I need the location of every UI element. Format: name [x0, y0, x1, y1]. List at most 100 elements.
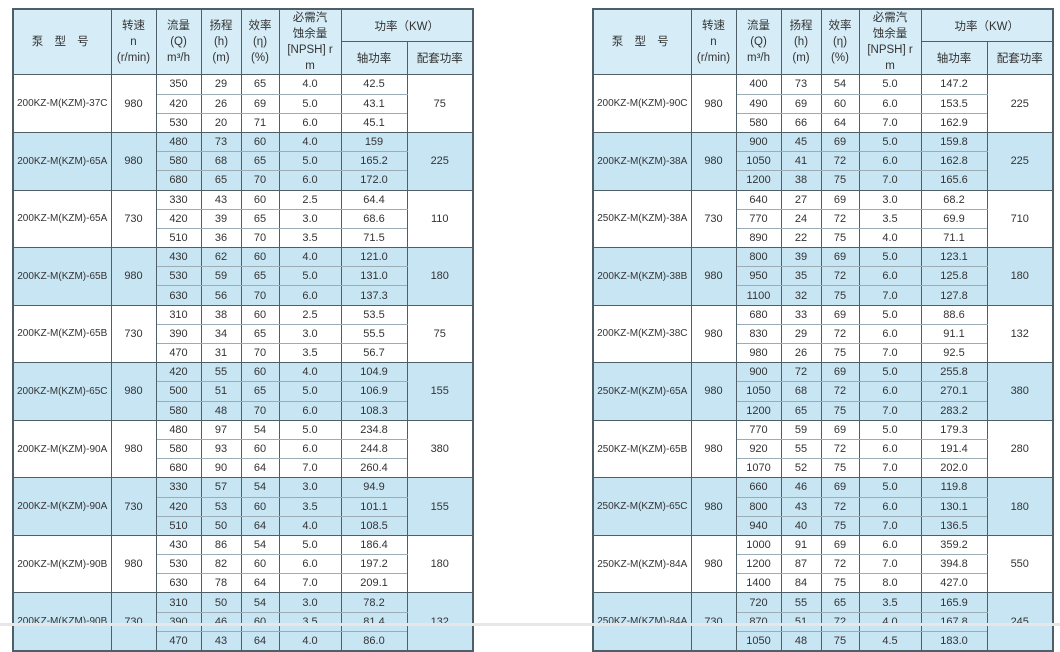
shaft-power-cell: 94.9 — [340, 477, 408, 498]
shaft-power-cell: 43.1 — [340, 94, 408, 114]
flow-cell: 470 — [155, 343, 202, 364]
head-cell: 41 — [780, 151, 822, 172]
col-header-power: 功率（KW） — [340, 9, 474, 43]
head-cell: 39 — [780, 247, 822, 268]
npsh-cell: 8.0 — [858, 573, 922, 594]
flow-cell: 420 — [155, 209, 202, 229]
matching-power-cell: 180 — [986, 247, 1054, 306]
flow-cell: 490 — [735, 94, 782, 114]
npsh-cell: 6.0 — [858, 381, 922, 402]
model-cell: 250KZ-M(KZM)-38A — [592, 190, 692, 249]
col-header-shaft-power: 轴功率 — [340, 41, 408, 76]
npsh-cell: 4.0 — [858, 612, 922, 632]
head-cell: 34 — [200, 324, 242, 345]
shaft-power-cell: 244.8 — [340, 439, 408, 460]
model-cell: 200KZ-M(KZM)-38B — [592, 247, 692, 306]
npsh-cell: 6.0 — [278, 170, 342, 191]
efficiency-cell: 65 — [240, 266, 280, 287]
col-header-efficiency: 效率 (η) (%) — [820, 9, 860, 76]
shaft-power-cell: 179.3 — [920, 420, 988, 440]
shaft-power-cell: 191.4 — [920, 439, 988, 460]
npsh-cell: 5.0 — [278, 94, 342, 114]
head-cell: 48 — [780, 631, 822, 652]
col-header-speed: 转速 n (r/min) — [110, 9, 157, 76]
head-cell: 32 — [780, 285, 822, 306]
npsh-cell: 7.0 — [858, 113, 922, 133]
efficiency-cell: 72 — [820, 612, 860, 632]
col-header-shaft-power: 轴功率 — [920, 41, 988, 76]
shaft-power-cell: 255.8 — [920, 362, 988, 383]
model-cell: 200KZ-M(KZM)-65A — [12, 132, 112, 191]
model-cell: 200KZ-M(KZM)-65C — [12, 362, 112, 421]
head-cell: 43 — [780, 497, 822, 517]
npsh-cell: 2.5 — [278, 190, 342, 210]
flow-cell: 680 — [735, 305, 782, 325]
col-header-efficiency: 效率 (η) (%) — [240, 9, 280, 76]
flow-cell: 580 — [735, 113, 782, 133]
flow-cell: 900 — [735, 132, 782, 153]
npsh-cell: 4.0 — [278, 631, 342, 652]
head-cell: 86 — [200, 535, 242, 556]
npsh-cell: 5.0 — [858, 362, 922, 383]
head-cell: 97 — [200, 420, 242, 440]
npsh-cell: 5.0 — [858, 305, 922, 325]
npsh-cell: 7.0 — [858, 285, 922, 306]
model-cell: 250KZ-M(KZM)-84A — [592, 592, 692, 652]
head-cell: 39 — [200, 209, 242, 229]
flow-cell: 470 — [155, 631, 202, 652]
model-cell: 200KZ-M(KZM)-90A — [12, 477, 112, 536]
model-cell: 200KZ-M(KZM)-65A — [12, 190, 112, 249]
shaft-power-cell: 92.5 — [920, 343, 988, 364]
npsh-cell: 6.0 — [278, 285, 342, 306]
efficiency-cell: 75 — [820, 631, 860, 652]
shaft-power-cell: 394.8 — [920, 554, 988, 575]
flow-cell: 770 — [735, 420, 782, 440]
efficiency-cell: 69 — [820, 362, 860, 383]
shaft-power-cell: 162.9 — [920, 113, 988, 133]
head-cell: 48 — [200, 401, 242, 421]
flow-cell: 530 — [155, 554, 202, 575]
head-cell: 50 — [200, 516, 242, 536]
head-cell: 29 — [780, 324, 822, 345]
efficiency-cell: 70 — [240, 401, 280, 421]
npsh-cell: 5.0 — [858, 74, 922, 95]
npsh-cell: 7.0 — [858, 401, 922, 421]
speed-cell: 730 — [110, 477, 157, 536]
speed-cell: 730 — [110, 190, 157, 249]
head-cell: 90 — [200, 458, 242, 479]
head-cell: 62 — [200, 247, 242, 268]
model-cell: 250KZ-M(KZM)-65C — [592, 477, 692, 536]
shaft-power-cell: 55.5 — [340, 324, 408, 345]
shaft-power-cell: 197.2 — [340, 554, 408, 575]
speed-cell: 980 — [690, 535, 737, 594]
npsh-cell: 6.0 — [278, 554, 342, 575]
npsh-cell: 3.5 — [278, 343, 342, 364]
flow-cell: 800 — [735, 247, 782, 268]
model-cell: 200KZ-M(KZM)-65B — [12, 247, 112, 306]
npsh-cell: 4.0 — [278, 516, 342, 536]
head-cell: 53 — [200, 497, 242, 517]
model-cell: 200KZ-M(KZM)-38C — [592, 305, 692, 364]
shaft-power-cell: 159 — [340, 132, 408, 153]
model-cell: 200KZ-M(KZM)-37C — [12, 74, 112, 133]
flow-cell: 630 — [155, 285, 202, 306]
head-cell: 46 — [780, 477, 822, 498]
shaft-power-cell: 127.8 — [920, 285, 988, 306]
flow-cell: 430 — [155, 535, 202, 556]
flow-cell: 580 — [155, 439, 202, 460]
npsh-cell: 3.0 — [278, 592, 342, 613]
flow-cell: 1200 — [735, 170, 782, 191]
matching-power-cell: 132 — [406, 592, 474, 652]
col-header-matching-power: 配套功率 — [406, 41, 474, 76]
flow-cell: 510 — [155, 516, 202, 536]
flow-cell: 390 — [155, 612, 202, 632]
head-cell: 59 — [200, 266, 242, 287]
matching-power-cell: 245 — [986, 592, 1054, 652]
shaft-power-cell: 119.8 — [920, 477, 988, 498]
speed-cell: 730 — [690, 190, 737, 249]
col-header-matching-power: 配套功率 — [986, 41, 1054, 76]
matching-power-cell: 132 — [986, 305, 1054, 364]
head-cell: 93 — [200, 439, 242, 460]
efficiency-cell: 60 — [240, 554, 280, 575]
efficiency-cell: 54 — [240, 477, 280, 498]
